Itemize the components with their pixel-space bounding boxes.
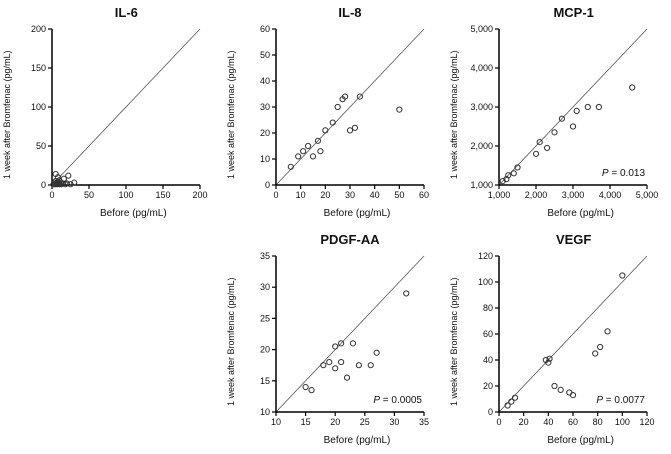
svg-text:20: 20 — [330, 417, 340, 427]
plot-row: 1 week after Bromfenac (pg/mL) 0 10 20 30 40… — [224, 22, 448, 207]
x-axis-label: Before (pg/mL) — [323, 435, 391, 446]
plot-row: 1 week after Bromfenac (pg/mL) 0 20 40 60 80… — [447, 249, 671, 434]
svg-text:35: 35 — [260, 251, 270, 261]
svg-text:80: 80 — [593, 417, 603, 427]
svg-text:0: 0 — [497, 417, 502, 427]
scatter-plot-il6: 0 50 100 150 200 0 50 100 150 200 — [31, 24, 208, 200]
svg-text:3,000: 3,000 — [471, 102, 494, 112]
p-value-annotation: P = 0.013 — [602, 168, 646, 179]
svg-text:50: 50 — [84, 190, 94, 200]
svg-text:0: 0 — [488, 407, 493, 417]
svg-text:15: 15 — [300, 417, 310, 427]
svg-text:50: 50 — [260, 50, 270, 60]
svg-text:0: 0 — [49, 190, 54, 200]
svg-text:50: 50 — [36, 141, 46, 151]
plot-row: 1 week after Bromfenac (pg/mL) 1,000 2,00… — [447, 22, 671, 207]
svg-text:20: 20 — [519, 417, 529, 427]
svg-text:30: 30 — [389, 417, 399, 427]
svg-text:0: 0 — [273, 190, 278, 200]
chart-vegf: VEGF 1 week after Bromfenac (pg/mL) 0 20 4… — [447, 227, 671, 454]
svg-text:200: 200 — [31, 24, 46, 34]
x-axis-label: Before (pg/mL) — [99, 208, 167, 219]
svg-text:30: 30 — [260, 282, 270, 292]
svg-text:20: 20 — [320, 190, 330, 200]
svg-text:1,000: 1,000 — [471, 180, 494, 190]
svg-text:0: 0 — [41, 180, 46, 190]
svg-text:150: 150 — [155, 190, 170, 200]
svg-text:40: 40 — [483, 355, 493, 365]
chart-il6: IL-6 1 week after Bromfenac (pg/mL) 0 50 1… — [0, 0, 224, 227]
chart-il8: IL-8 1 week after Bromfenac (pg/mL) 0 10 2… — [224, 0, 448, 227]
chart-title-pdgf-aa: PDGF-AA — [320, 232, 380, 247]
svg-text:60: 60 — [483, 329, 493, 339]
svg-text:200: 200 — [192, 190, 207, 200]
svg-text:100: 100 — [31, 102, 46, 112]
scatter-plot-il8: 0 10 20 30 40 50 60 0 10 20 30 40 50 60 — [260, 24, 429, 200]
svg-text:10: 10 — [260, 407, 270, 417]
y-axis-label: 1 week after Bromfenac (pg/mL) — [225, 277, 236, 406]
svg-text:20: 20 — [260, 128, 270, 138]
chart-title-mcp1: MCP-1 — [553, 5, 594, 20]
svg-text:20: 20 — [483, 381, 493, 391]
svg-text:50: 50 — [394, 190, 404, 200]
scatter-plot-pdgf-aa: 10 15 20 25 30 35 10 15 20 25 30 35 P = 0.0005 — [260, 251, 429, 427]
svg-text:60: 60 — [260, 24, 270, 34]
chart-title-il8: IL-8 — [338, 5, 362, 20]
svg-text:3,000: 3,000 — [562, 190, 585, 200]
svg-text:150: 150 — [31, 63, 46, 73]
x-axis-label: Before (pg/mL) — [547, 435, 615, 446]
p-value-annotation: P = 0.0077 — [597, 395, 646, 406]
svg-text:120: 120 — [478, 251, 493, 261]
svg-text:30: 30 — [260, 102, 270, 112]
svg-text:25: 25 — [359, 417, 369, 427]
svg-text:5,000: 5,000 — [636, 190, 659, 200]
y-axis-label: 1 week after Bromfenac (pg/mL) — [2, 50, 12, 179]
svg-text:4,000: 4,000 — [599, 190, 622, 200]
svg-text:5,000: 5,000 — [471, 24, 494, 34]
svg-text:35: 35 — [419, 417, 429, 427]
scatter-plot-vegf: 0 20 40 60 80 100 120 0 20 40 60 80 100 120 P = 0.0077 — [478, 251, 655, 427]
chart-mcp1: MCP-1 1 week after Bromfenac (pg/mL) 1,0… — [447, 0, 671, 227]
x-axis-label: Before (pg/mL) — [323, 208, 391, 219]
svg-text:0: 0 — [265, 180, 270, 190]
svg-text:1,000: 1,000 — [488, 190, 511, 200]
svg-text:2,000: 2,000 — [471, 141, 494, 151]
svg-text:40: 40 — [544, 417, 554, 427]
y-axis-label: 1 week after Bromfenac (pg/mL) — [225, 50, 236, 179]
plot-row: 1 week after Bromfenac (pg/mL) 0 50 100 150… — [0, 22, 224, 207]
svg-text:100: 100 — [615, 417, 630, 427]
svg-text:100: 100 — [478, 277, 493, 287]
svg-text:60: 60 — [568, 417, 578, 427]
y-axis-label: 1 week after Bromfenac (pg/mL) — [449, 50, 460, 179]
plot-row: 1 week after Bromfenac (pg/mL) 10 15 20 25 3… — [224, 249, 448, 434]
svg-text:40: 40 — [260, 76, 270, 86]
svg-text:4,000: 4,000 — [471, 63, 494, 73]
svg-text:100: 100 — [118, 190, 133, 200]
svg-text:10: 10 — [271, 417, 281, 427]
scatter-plot-mcp1: 1,000 2,000 3,000 4,000 5,000 1,000 2,000 3,000… — [471, 24, 659, 200]
svg-text:25: 25 — [260, 313, 270, 323]
p-value-annotation: P = 0.0005 — [373, 395, 422, 406]
chart-title-il6: IL-6 — [114, 5, 138, 20]
svg-text:20: 20 — [260, 345, 270, 355]
svg-text:120: 120 — [640, 417, 655, 427]
chart-title-vegf: VEGF — [555, 232, 592, 247]
svg-text:80: 80 — [483, 303, 493, 313]
svg-text:15: 15 — [260, 376, 270, 386]
svg-text:10: 10 — [295, 190, 305, 200]
svg-text:30: 30 — [345, 190, 355, 200]
svg-text:10: 10 — [260, 154, 270, 164]
svg-text:60: 60 — [419, 190, 429, 200]
y-axis-label: 1 week after Bromfenac (pg/mL) — [449, 277, 460, 406]
chart-pdgf-aa: PDGF-AA 1 week after Bromfenac (pg/mL) 1… — [224, 227, 448, 454]
x-axis-label: Before (pg/mL) — [547, 208, 615, 219]
svg-text:2,000: 2,000 — [525, 190, 548, 200]
svg-text:40: 40 — [369, 190, 379, 200]
